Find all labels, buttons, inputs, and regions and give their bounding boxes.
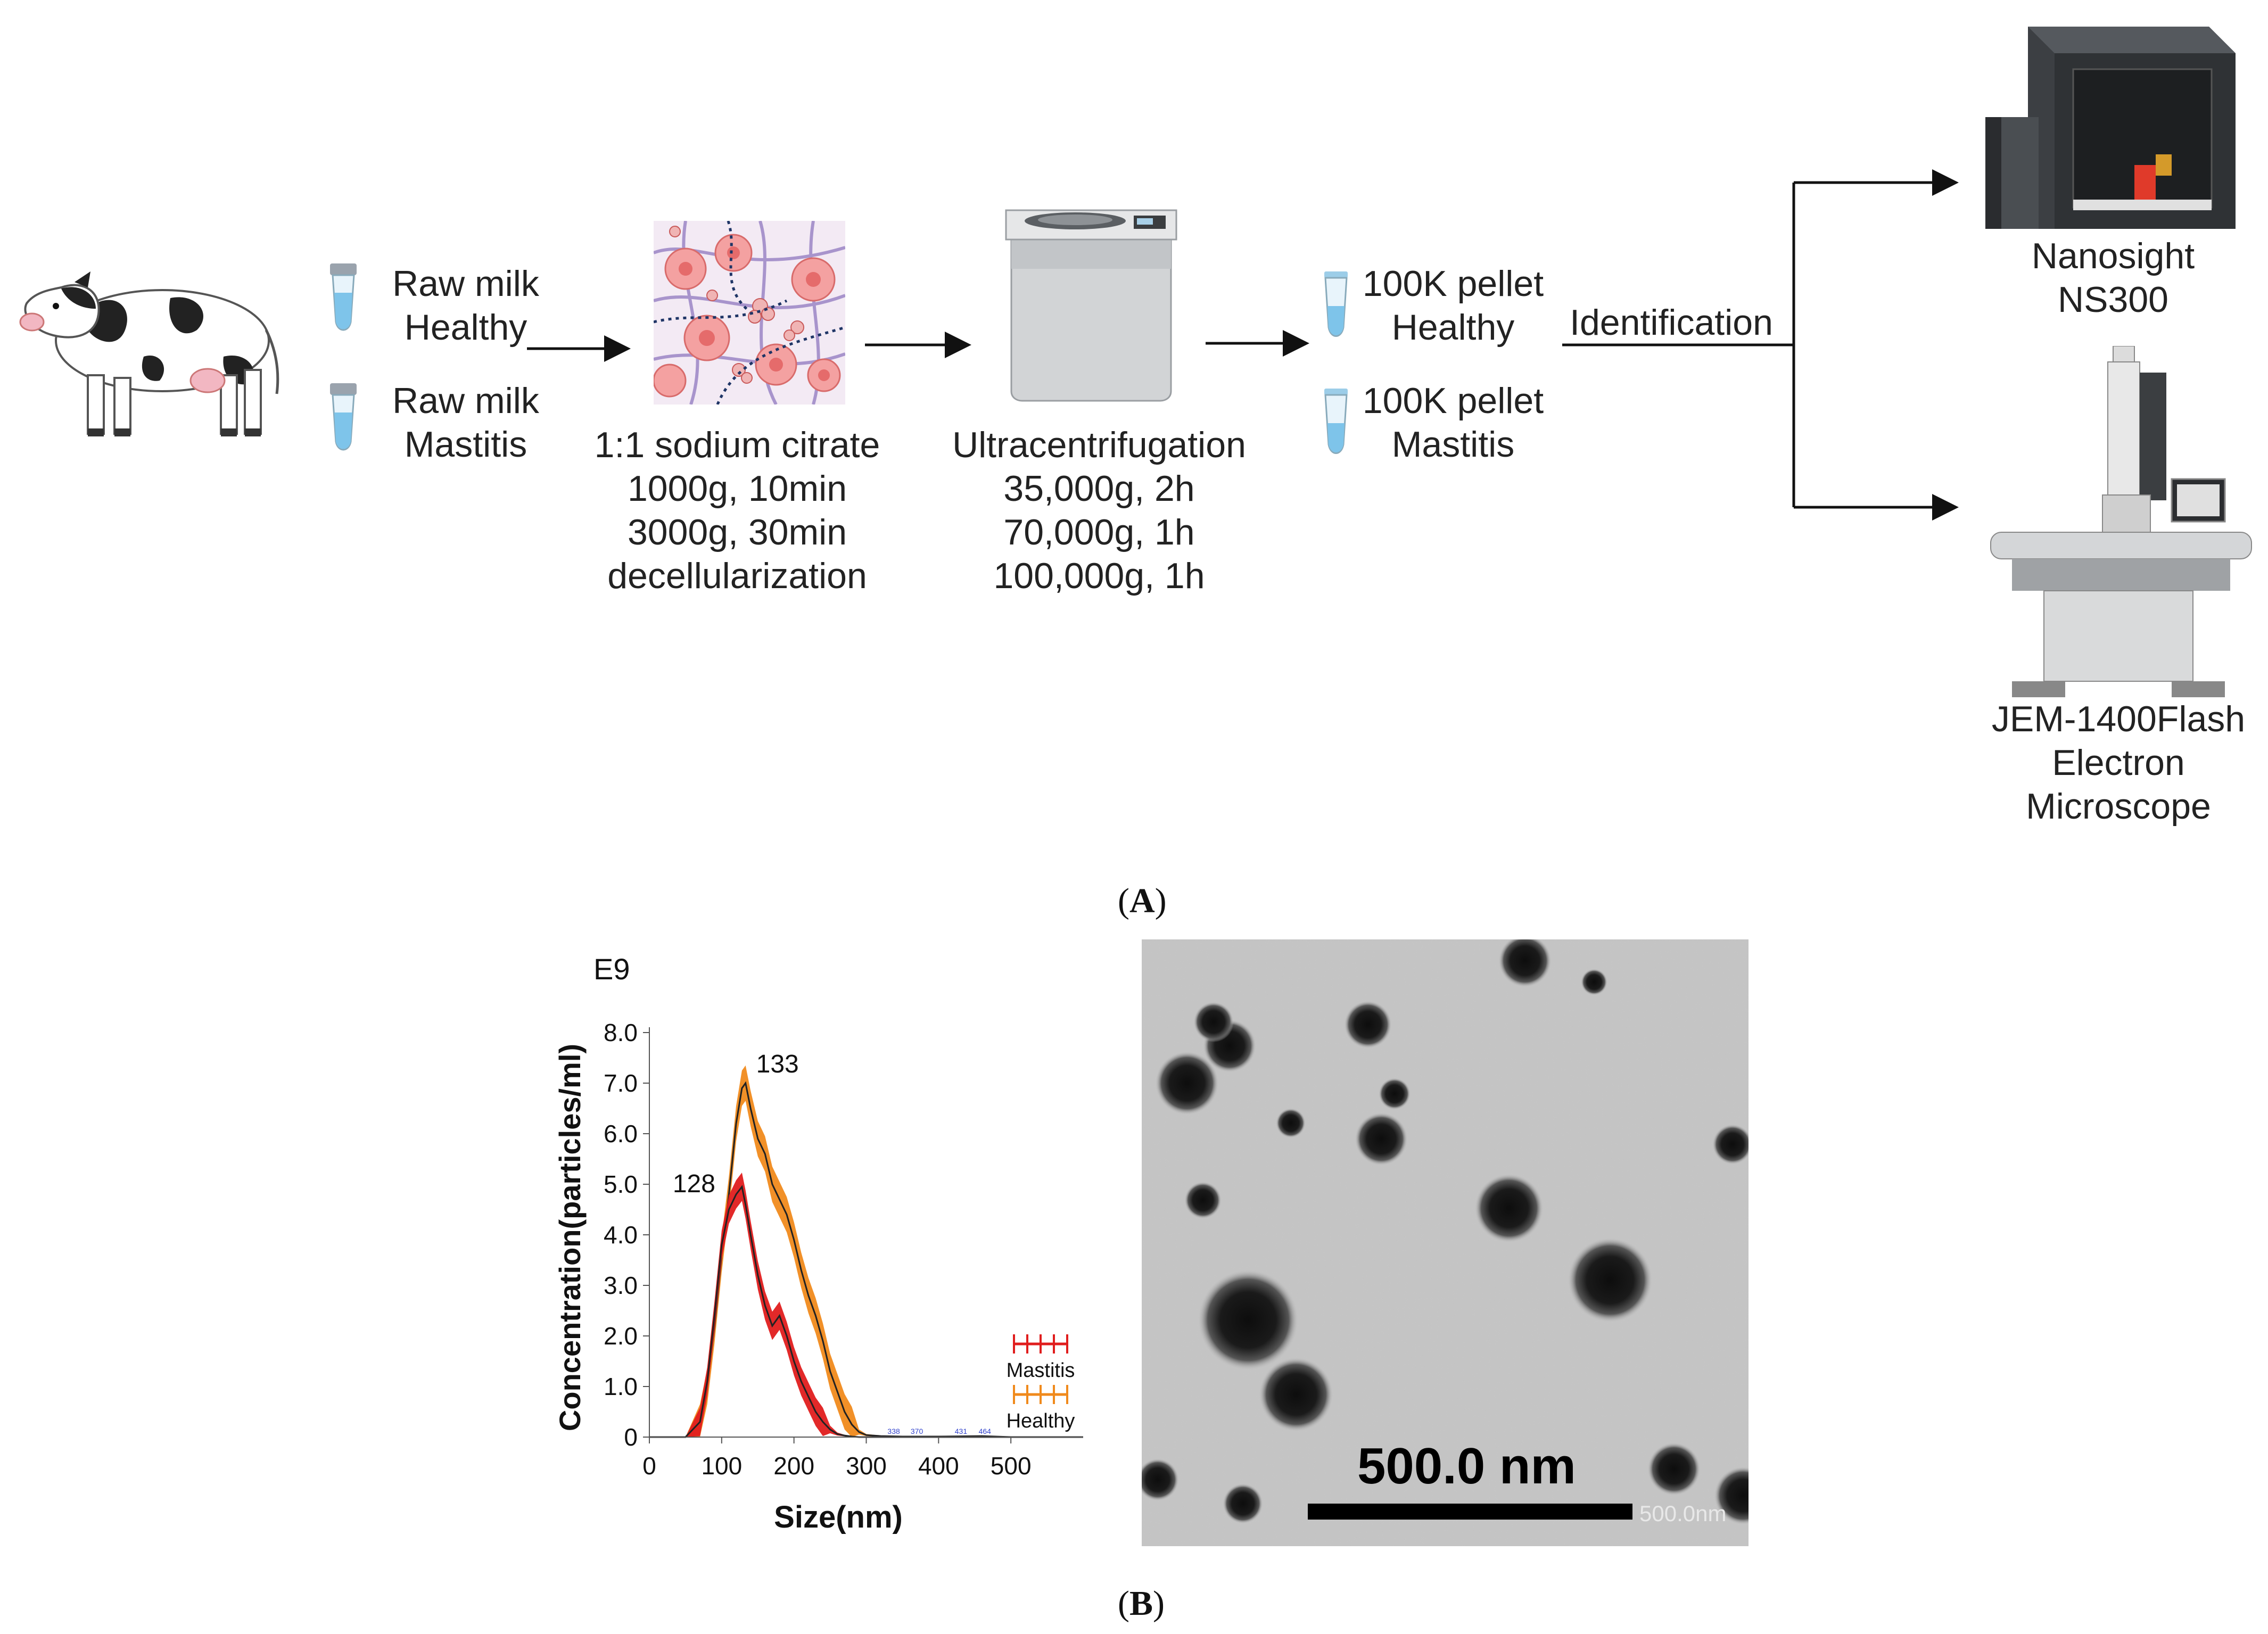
- pellet-label-healthy: 100K pellet Healthy: [1362, 263, 1544, 348]
- cell-mesh-image: [654, 221, 845, 405]
- x-axis-label: Size(nm): [774, 1500, 903, 1534]
- series-line-mastitis: [649, 1185, 1083, 1438]
- y-tick-label: 5.0: [604, 1170, 638, 1198]
- sample-label-mastitis: Raw milk Mastitis: [392, 381, 539, 465]
- tem-scale-label: 500.0 nm: [1357, 1438, 1576, 1495]
- minor-size-label: 370: [911, 1427, 923, 1435]
- x-tick-label: 300: [846, 1452, 887, 1480]
- tem-scale-bar: [1308, 1504, 1632, 1520]
- legend-label-healthy: Healthy: [1007, 1410, 1075, 1432]
- step1-label: 1:1 sodium citrate 1000g, 10min 3000g, 3…: [594, 425, 880, 596]
- chart-multiplier: E9: [593, 952, 630, 986]
- y-tick-label: 6.0: [604, 1120, 638, 1148]
- pellet-tube-icon: [1324, 389, 1348, 454]
- minor-size-label: 431: [955, 1427, 968, 1435]
- x-tick-label: 200: [773, 1452, 814, 1480]
- panel-b-label: (B): [1118, 1584, 1165, 1623]
- y-axis-label: Concentration(particles/ml): [553, 1044, 587, 1431]
- y-tick-label: 0: [624, 1423, 638, 1451]
- x-tick-label: 100: [701, 1452, 742, 1480]
- electron-microscope-icon: [1990, 346, 2252, 697]
- legend-label-mastitis: Mastitis: [1007, 1359, 1075, 1382]
- y-tick-label: 8.0: [604, 1019, 638, 1046]
- tube-icon: [330, 263, 357, 331]
- nta-chart: E9 Concentration(particles/ml) Size(nm) …: [553, 952, 1083, 1534]
- pellet-tube-icon: [1324, 271, 1348, 337]
- y-tick-label: 3.0: [604, 1272, 638, 1299]
- step2-label: Ultracentrifugation 35,000g, 2h 70,000g,…: [952, 425, 1246, 596]
- series-line-healthy: [649, 1081, 1083, 1438]
- y-tick-label: 7.0: [604, 1069, 638, 1097]
- ultracentrifuge-icon: [1005, 209, 1177, 402]
- pellet-label-mastitis: 100K pellet Mastitis: [1362, 381, 1544, 465]
- y-tick-label: 1.0: [604, 1373, 638, 1400]
- x-tick-label: 400: [918, 1452, 959, 1480]
- peak-label-healthy: 133: [756, 1050, 799, 1078]
- panel-a-label: (A): [1118, 881, 1167, 920]
- cow-icon: [19, 271, 279, 436]
- sample-label-healthy: Raw milk Healthy: [392, 263, 539, 348]
- tem-watermark: 500.0nm: [1639, 1501, 1727, 1526]
- nanosight-label: Nanosight NS300: [2031, 236, 2195, 320]
- tem-image: 500.0 nm 500.0nm: [1142, 939, 1749, 1546]
- x-tick-label: 0: [642, 1452, 656, 1480]
- minor-size-label: 338: [887, 1427, 900, 1435]
- minor-size-label: 464: [979, 1427, 992, 1435]
- y-tick-label: 4.0: [604, 1221, 638, 1249]
- nanosight-icon: [1985, 27, 2236, 229]
- series-band-mastitis: [649, 1173, 1083, 1437]
- y-tick-label: 2.0: [604, 1322, 638, 1350]
- peak-label-mastitis: 128: [673, 1170, 715, 1198]
- x-tick-label: 500: [991, 1452, 1032, 1480]
- flow-arrows: [527, 169, 1959, 521]
- microscope-label: JEM-1400Flash Electron Microscope: [1991, 699, 2246, 827]
- identification-label: Identification: [1570, 302, 1773, 343]
- tem-particles: [1142, 939, 1749, 1546]
- tube-icon: [330, 383, 357, 451]
